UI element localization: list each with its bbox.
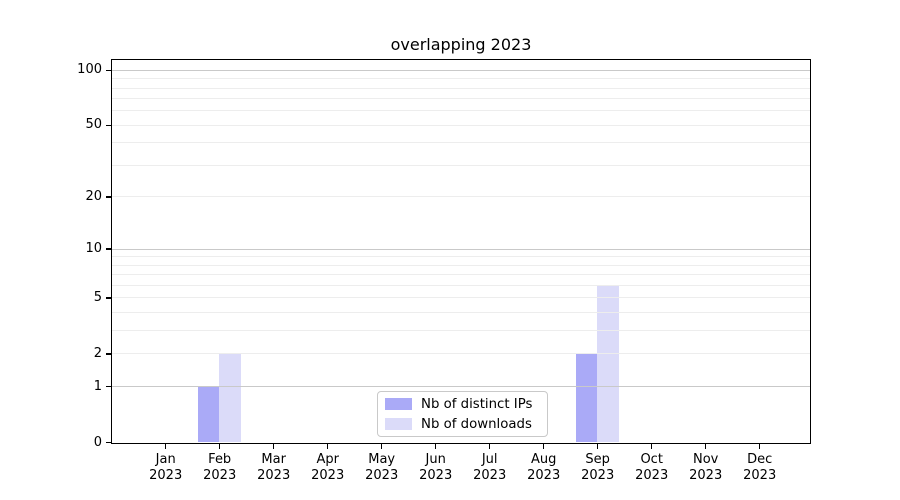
minor-gridline bbox=[112, 330, 810, 332]
y-axis-tick bbox=[106, 441, 111, 444]
x-tick-label: Jul 2023 bbox=[473, 451, 507, 483]
bar-feb-distinct-ips bbox=[197, 386, 220, 442]
y-axis-tick bbox=[106, 385, 111, 388]
chart-title: overlapping 2023 bbox=[390, 35, 532, 54]
minor-gridline bbox=[112, 264, 810, 266]
bar-sep-distinct-ips bbox=[575, 353, 598, 442]
x-tick-label: Mar 2023 bbox=[257, 451, 291, 483]
legend-swatch-icon bbox=[385, 418, 412, 430]
y-tick-label: 50 bbox=[85, 117, 102, 133]
x-tick-label: Nov 2023 bbox=[689, 451, 723, 483]
x-axis-tick bbox=[758, 444, 761, 449]
minor-gridline bbox=[112, 285, 810, 287]
minor-gridline bbox=[112, 274, 810, 276]
legend-label-downloads: Nb of downloads bbox=[421, 416, 532, 432]
y-tick-label: 0 bbox=[93, 434, 102, 450]
x-tick-label: Oct 2023 bbox=[635, 451, 669, 483]
minor-gridline bbox=[112, 312, 810, 314]
x-axis-tick bbox=[380, 444, 383, 449]
minor-gridline bbox=[112, 110, 810, 112]
x-tick-label: Dec 2023 bbox=[743, 451, 777, 483]
x-tick-label: Apr 2023 bbox=[311, 451, 345, 483]
x-axis-tick bbox=[218, 444, 221, 449]
x-axis-tick bbox=[488, 444, 491, 449]
minor-gridline bbox=[112, 165, 810, 167]
y-tick-label: 20 bbox=[85, 188, 102, 204]
y-axis-tick bbox=[106, 297, 111, 299]
minor-gridline bbox=[112, 353, 810, 355]
y-tick-label: 1 bbox=[93, 378, 102, 394]
y-tick-label: 100 bbox=[77, 62, 102, 78]
y-tick-label: 2 bbox=[93, 345, 102, 361]
x-tick-label: Sep 2023 bbox=[581, 451, 615, 483]
legend-label-distinct-ips: Nb of distinct IPs bbox=[421, 396, 533, 412]
x-tick-label: May 2023 bbox=[365, 451, 399, 483]
x-tick-label: Aug 2023 bbox=[527, 451, 561, 483]
legend: Nb of distinct IPs Nb of downloads bbox=[377, 391, 548, 437]
plot-area bbox=[111, 59, 811, 444]
minor-gridline bbox=[112, 124, 810, 126]
y-axis-tick bbox=[106, 196, 111, 198]
y-axis-tick bbox=[106, 69, 111, 71]
major-gridline bbox=[112, 69, 810, 71]
x-axis-tick bbox=[596, 444, 599, 449]
x-tick-label: Jan 2023 bbox=[149, 451, 183, 483]
y-tick-label: 10 bbox=[85, 241, 102, 257]
x-axis-tick bbox=[542, 444, 545, 449]
minor-gridline bbox=[112, 87, 810, 89]
minor-gridline bbox=[112, 256, 810, 258]
x-axis-tick bbox=[164, 444, 167, 449]
y-axis-tick bbox=[106, 353, 111, 355]
minor-gridline bbox=[112, 297, 810, 299]
legend-item-distinct-ips: Nb of distinct IPs bbox=[385, 396, 539, 413]
x-axis-tick bbox=[650, 444, 653, 449]
major-gridline bbox=[112, 386, 810, 388]
minor-gridline bbox=[112, 142, 810, 144]
x-tick-label: Jun 2023 bbox=[419, 451, 453, 483]
x-axis-tick bbox=[434, 444, 437, 449]
x-axis-tick bbox=[326, 444, 329, 449]
minor-gridline bbox=[112, 196, 810, 198]
bar-feb-downloads bbox=[219, 353, 241, 442]
y-axis-tick bbox=[106, 248, 111, 250]
legend-swatch-icon bbox=[385, 398, 412, 410]
minor-gridline bbox=[112, 78, 810, 80]
x-axis-tick bbox=[704, 444, 707, 449]
major-gridline bbox=[112, 248, 810, 250]
x-tick-label: Feb 2023 bbox=[203, 451, 237, 483]
bar-sep-downloads bbox=[597, 285, 619, 442]
minor-gridline bbox=[112, 98, 810, 100]
y-tick-label: 5 bbox=[93, 289, 102, 305]
x-axis-tick bbox=[272, 444, 275, 449]
legend-item-downloads: Nb of downloads bbox=[385, 416, 539, 433]
y-axis-tick bbox=[106, 124, 111, 127]
